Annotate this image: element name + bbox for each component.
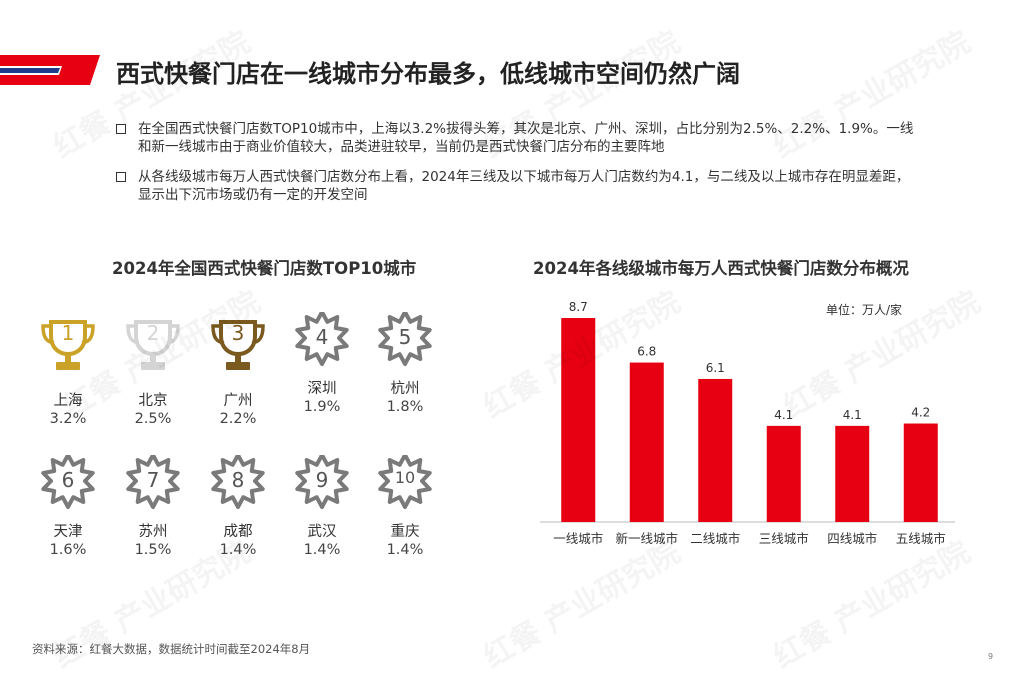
bullet-item: 从各线级城市每万人西式快餐门店数分布上看，2024年三线及以下城市每万人门店数约…: [116, 168, 916, 204]
rank-number: 3: [231, 321, 245, 345]
city-share: 1.5%: [134, 542, 172, 558]
bullet-list: 在全国西式快餐门店数TOP10城市中，上海以3.2%拔得头筹，其次是北京、广州、…: [116, 120, 916, 216]
city-share: 2.2%: [219, 411, 257, 427]
bullet-square-icon: [116, 172, 126, 182]
bar: [629, 362, 664, 522]
city-item: 9 武汉 1.4%: [280, 455, 364, 559]
bar: [561, 318, 596, 522]
city-item: 10 重庆 1.4%: [363, 455, 447, 559]
rank-number: 2: [146, 321, 160, 345]
x-tick-label: 三线城市: [759, 531, 809, 546]
bullet-square-icon: [116, 124, 126, 134]
city-name: 杭州: [390, 381, 420, 397]
city-name: 天津: [53, 524, 83, 540]
page-number: 9: [988, 652, 994, 661]
page-title: 西式快餐门店在一线城市分布最多，低线城市空间仍然广阔: [116, 60, 740, 88]
city-name: 武汉: [307, 524, 337, 540]
city-item: 2 北京 2.5%: [111, 312, 195, 428]
bar: [903, 423, 938, 522]
bar-chart-svg: 8.7 一线城市 6.8 新一线城市 6.1 二线城市 4.1 三线城市 4.1 四线城市 4.2 五…: [540, 300, 955, 546]
city-share: 3.2%: [49, 411, 87, 427]
bullet-item: 在全国西式快餐门店数TOP10城市中，上海以3.2%拔得头筹，其次是北京、广州、…: [116, 120, 916, 156]
rank-number: 9: [315, 468, 329, 492]
city-item: 5 杭州 1.8%: [363, 312, 447, 416]
x-tick-label: 五线城市: [896, 531, 946, 546]
city-name: 北京: [138, 393, 168, 409]
top10-section-title: 2024年全国西式快餐门店数TOP10城市: [112, 259, 417, 278]
bullet-text: 在全国西式快餐门店数TOP10城市中，上海以3.2%拔得头筹，其次是北京、广州、…: [138, 121, 914, 155]
star-badge-icon: 7: [111, 455, 195, 511]
city-item: 6 天津 1.6%: [26, 455, 110, 559]
star-badge-icon: 5: [363, 312, 447, 368]
rank-number: 6: [61, 468, 75, 492]
city-share: 1.4%: [219, 542, 257, 558]
bronze-trophy-icon: 3: [196, 312, 280, 374]
city-item: 7 苏州 1.5%: [111, 455, 195, 559]
star-badge-icon: 6: [26, 455, 110, 511]
bar: [698, 378, 733, 522]
bar-value-label: 6.8: [637, 345, 656, 359]
chart-section-title: 2024年各线级城市每万人西式快餐门店数分布概况: [533, 259, 909, 278]
city-item: 1 上海 3.2%: [26, 312, 110, 428]
city-name: 广州: [223, 393, 253, 409]
city-name: 重庆: [390, 524, 420, 540]
city-share: 1.9%: [303, 399, 341, 415]
city-share: 1.8%: [386, 399, 424, 415]
rank-number: 10: [394, 468, 416, 487]
bar-value-label: 4.1: [843, 408, 862, 422]
rank-number: 8: [231, 468, 245, 492]
chart-unit-label: 单位：万人/家: [826, 303, 903, 317]
bar-value-label: 4.2: [911, 406, 930, 420]
city-share: 2.5%: [134, 411, 172, 427]
star-badge-icon: 10: [363, 455, 447, 511]
star-badge-icon: 9: [280, 455, 364, 511]
x-tick-label: 四线城市: [827, 531, 877, 546]
source-note: 资料来源：红餐大数据，数据统计时间截至2024年8月: [32, 642, 311, 656]
rank-number: 1: [61, 321, 75, 345]
city-name: 苏州: [138, 524, 168, 540]
city-share: 1.6%: [49, 542, 87, 558]
bar-chart: 8.7 一线城市 6.8 新一线城市 6.1 二线城市 4.1 三线城市 4.1 四线城市 4.2 五…: [540, 290, 960, 560]
city-share: 1.4%: [386, 542, 424, 558]
rank-number: 5: [398, 325, 412, 349]
x-tick-label: 二线城市: [690, 531, 740, 546]
star-badge-icon: 4: [280, 312, 364, 368]
star-badge-icon: 8: [196, 455, 280, 511]
bullet-text: 从各线级城市每万人西式快餐门店数分布上看，2024年三线及以下城市每万人门店数约…: [138, 169, 910, 203]
gold-trophy-icon: 1: [26, 312, 110, 374]
rank-number: 4: [315, 325, 329, 349]
header-accent-bar: [0, 55, 100, 85]
silver-trophy-icon: 2: [111, 312, 195, 374]
x-tick-label: 新一线城市: [615, 531, 678, 546]
city-item: 4 深圳 1.9%: [280, 312, 364, 416]
city-name: 深圳: [307, 381, 337, 397]
city-name: 上海: [53, 393, 83, 409]
city-name: 成都: [223, 524, 253, 540]
bar-value-label: 8.7: [569, 300, 588, 314]
city-share: 1.4%: [303, 542, 341, 558]
bar: [766, 425, 801, 522]
city-item: 3 广州 2.2%: [196, 312, 280, 428]
x-tick-label: 一线城市: [553, 531, 603, 546]
city-item: 8 成都 1.4%: [196, 455, 280, 559]
rank-number: 7: [146, 468, 160, 492]
bar: [835, 425, 870, 522]
bar-value-label: 6.1: [706, 361, 725, 375]
bar-value-label: 4.1: [774, 408, 793, 422]
